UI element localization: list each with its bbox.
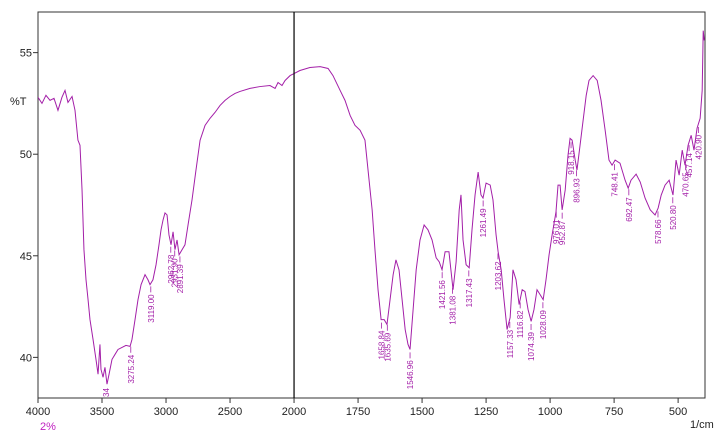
peak-label: 3275.24 — [127, 354, 136, 383]
peak-label: 520.80 — [669, 205, 678, 230]
y-tick-label: 55 — [20, 48, 32, 60]
peak-label: 1421.56 — [438, 280, 447, 309]
plot-frame — [37, 11, 706, 399]
x-tick-label: 2500 — [218, 406, 242, 418]
peak-label: 1261.49 — [479, 208, 488, 237]
peak-label: 2891.39 — [176, 264, 185, 293]
peak-label: 1116.82 — [516, 310, 525, 338]
peak-label: 1074.39 — [527, 331, 536, 360]
y-axis-label: %T — [10, 96, 27, 108]
peak-label: 578.66 — [654, 219, 663, 244]
peak-label: 1028.09 — [539, 310, 548, 339]
peak-label: 457.14 — [685, 153, 694, 178]
peak-label: 2931.90 — [171, 258, 180, 287]
peak-label: 1381.08 — [449, 295, 458, 324]
peak-label: 976.01 — [552, 219, 561, 244]
x-tick-label: 3500 — [90, 406, 114, 418]
x-tick-label: 1500 — [410, 406, 434, 418]
peak-label: 748.41 — [611, 172, 620, 197]
peak-label: 1546.96 — [406, 360, 415, 389]
clipped-peak-label: 34 — [102, 388, 111, 397]
peak-label: 896.93 — [572, 178, 581, 203]
x-tick-label: 3000 — [154, 406, 178, 418]
x-axis-label: 1/cm — [690, 419, 714, 431]
x-tick-label: 500 — [669, 406, 687, 418]
y-tick-label: 45 — [20, 251, 32, 263]
peak-label: 470.65 — [682, 172, 691, 197]
x-tick-label: 1250 — [474, 406, 498, 418]
x-tick-label: 4000 — [26, 406, 50, 418]
peak-label: 918.15 — [567, 150, 576, 175]
peak-label: 420.90 — [694, 134, 703, 159]
x-tick-label: 1750 — [346, 406, 370, 418]
peak-label: 952.87 — [558, 220, 567, 245]
x-tick-label: 750 — [605, 406, 623, 418]
y-tick-label: 50 — [20, 149, 32, 161]
peak-label: 1157.33 — [506, 329, 515, 358]
y-tick-label: 40 — [20, 352, 32, 364]
peak-label: 692.47 — [625, 197, 634, 222]
x-tick-label: 2000 — [282, 406, 306, 418]
peak-label: 1635.69 — [383, 332, 392, 361]
peak-label: 1203.62 — [494, 261, 503, 290]
scale-note: 2% — [40, 421, 56, 433]
x-tick-label: 1000 — [538, 406, 562, 418]
spectrum-line — [38, 30, 705, 385]
peak-label: 1658.84 — [377, 330, 386, 359]
peak-label: 3119.00 — [147, 294, 156, 323]
peak-label: 1317.43 — [465, 278, 474, 307]
peak-label: 2962.78 — [167, 254, 176, 283]
